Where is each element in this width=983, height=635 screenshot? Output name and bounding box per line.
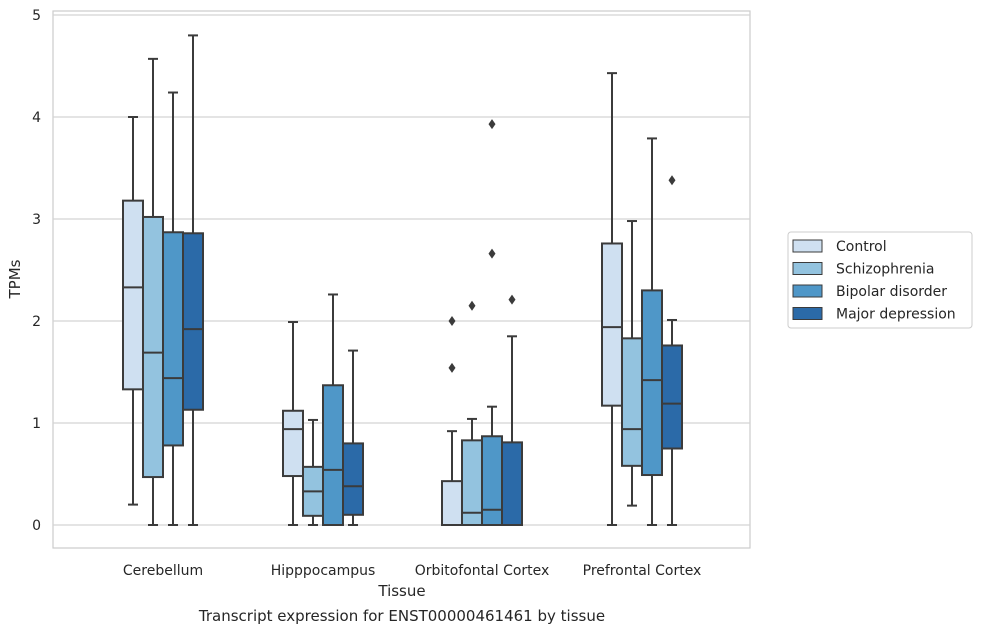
box-iqr — [322, 384, 344, 527]
outlier-point — [668, 175, 676, 186]
outlier-point — [488, 119, 496, 130]
legend-label: Control — [836, 239, 887, 255]
box-schizophrenia — [461, 300, 483, 526]
box-iqr — [481, 435, 503, 527]
chart-caption: Transcript expression for ENST0000046146… — [198, 607, 605, 625]
box-iqr — [342, 442, 364, 516]
legend-swatch — [792, 307, 823, 320]
box-iqr — [661, 344, 683, 450]
box-iqr — [601, 242, 623, 407]
box-iqr — [641, 289, 663, 477]
outlier-point — [448, 316, 456, 326]
y-axis-label: TPMs — [6, 259, 24, 299]
y-tick-label: 4 — [32, 110, 41, 126]
x-axis-label: Tissue — [377, 582, 425, 600]
legend-frame — [787, 231, 973, 329]
legend-label: Bipolar disorder — [836, 284, 947, 300]
boxes — [122, 34, 683, 527]
legend-entries: Control Schizophrenia Bipolar disorder Majo… — [792, 239, 956, 323]
box-control — [282, 321, 304, 526]
y-tick-label: 3 — [32, 212, 41, 228]
box-major-depression — [342, 349, 364, 526]
x-tick-labels: Cerebellum Hipppocampus Orbitofontal Corte… — [123, 563, 701, 579]
outlier-point — [488, 248, 496, 259]
y-tick-label: 1 — [32, 416, 41, 432]
y-tick-label: 5 — [32, 8, 41, 24]
box-major-depression — [501, 294, 523, 527]
box-iqr — [122, 199, 144, 391]
y-tick-label: 2 — [32, 314, 41, 330]
box-iqr — [162, 231, 184, 447]
box-iqr — [142, 215, 164, 479]
x-tick-label: Orbitofontal Cortex — [415, 563, 550, 579]
legend-swatch — [792, 284, 823, 298]
box-iqr — [282, 409, 304, 478]
box-schizophrenia — [302, 418, 324, 526]
x-tick-label: Hipppocampus — [271, 563, 376, 579]
box-major-depression — [661, 175, 683, 526]
legend-label: Major depression — [836, 307, 956, 323]
y-tick-label: 0 — [32, 518, 41, 534]
box-schizophrenia — [621, 220, 643, 507]
legend: Control Schizophrenia Bipolar disorder Majo… — [787, 231, 973, 329]
box-iqr — [441, 480, 463, 527]
outlier-point — [508, 294, 516, 305]
legend-swatch — [792, 239, 823, 253]
legend-swatch — [792, 262, 823, 275]
box-iqr — [621, 337, 643, 467]
box-schizophrenia — [142, 57, 164, 526]
outlier-point — [448, 362, 456, 373]
box-iqr — [182, 232, 204, 411]
x-tick-label: Cerebellum — [123, 563, 203, 579]
x-tick-label: Prefrontal Cortex — [583, 563, 702, 579]
outlier-point — [468, 300, 476, 311]
box-control — [601, 72, 623, 526]
legend-label: Schizophrenia — [836, 262, 934, 278]
box-major-depression — [182, 34, 204, 526]
y-tick-labels: 0 1 2 3 4 5 — [32, 8, 41, 534]
box-iqr — [501, 441, 523, 527]
box-control — [441, 316, 463, 527]
